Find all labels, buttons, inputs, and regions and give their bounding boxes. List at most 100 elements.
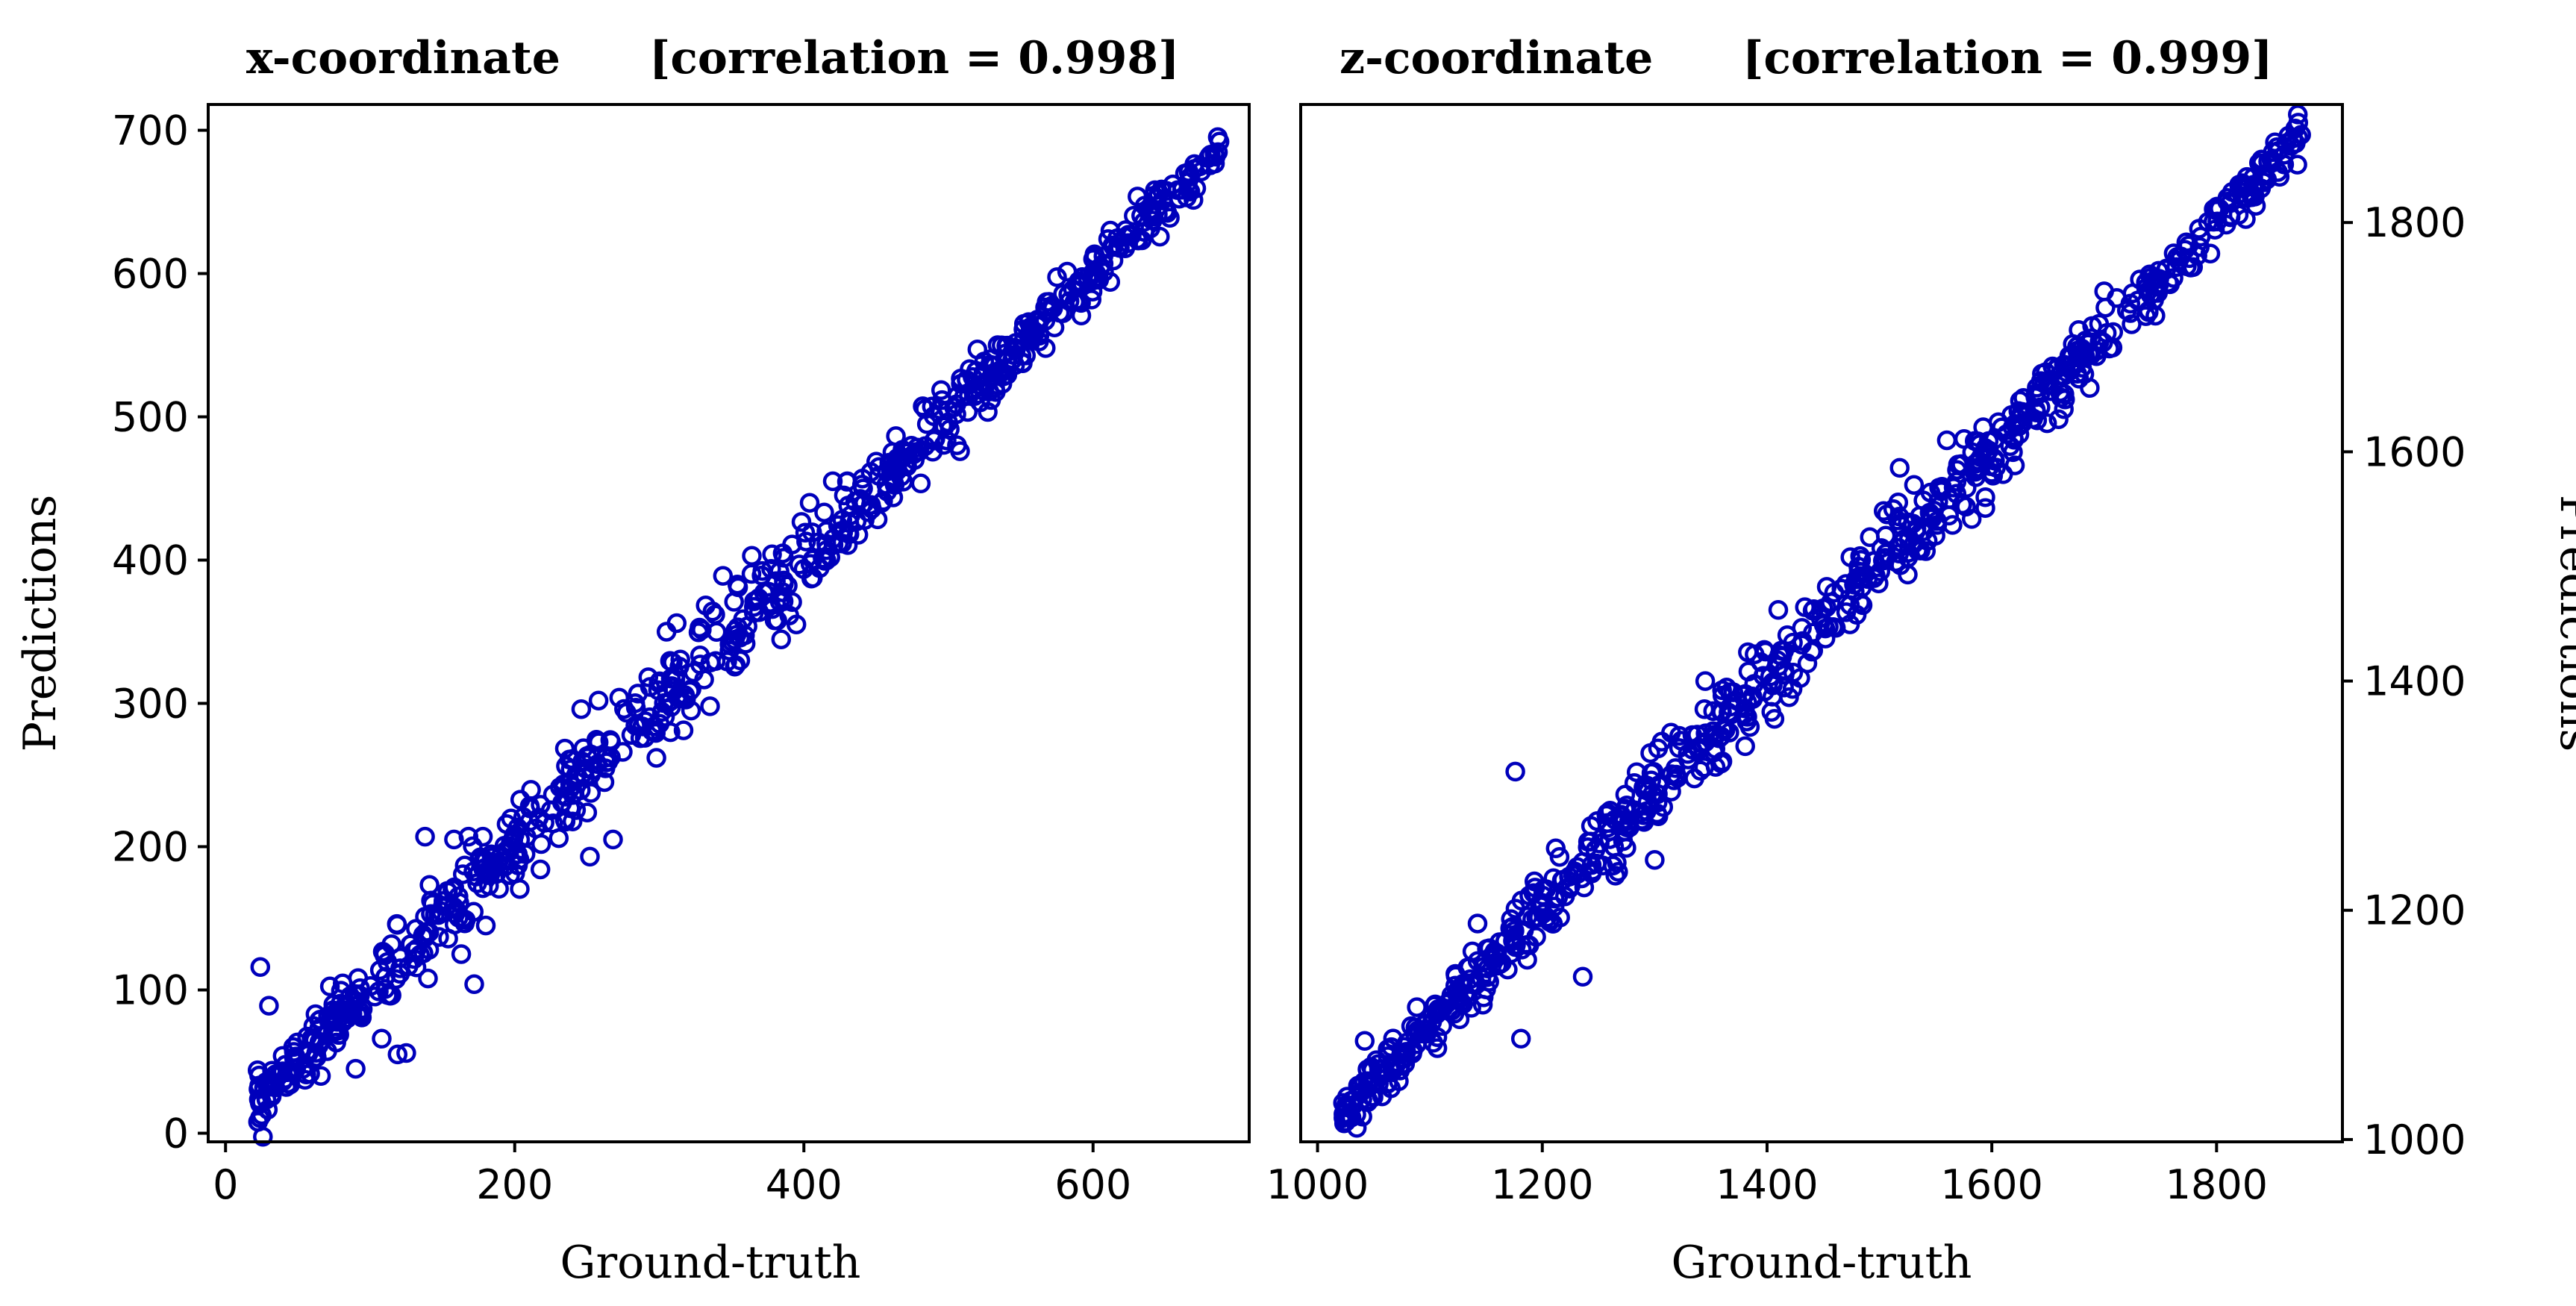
scatter-point xyxy=(725,654,746,675)
scatter-point xyxy=(2285,119,2306,139)
scatter-point xyxy=(416,922,437,942)
scatter-points xyxy=(1333,104,2311,1138)
scatter-point xyxy=(1736,711,1757,731)
scatter-point xyxy=(2251,149,2272,169)
scatter-point xyxy=(262,1076,282,1097)
scatter-point xyxy=(1037,300,1057,321)
scatter-point xyxy=(1815,628,1836,649)
scatter-point xyxy=(1661,781,1681,802)
scatter-point xyxy=(387,913,407,934)
scatter-point xyxy=(1357,1059,1378,1080)
scatter-point xyxy=(673,720,694,740)
scatter-point xyxy=(1505,761,1525,782)
scatter-point xyxy=(866,452,887,472)
scatter-point xyxy=(661,696,681,717)
scatter-point xyxy=(1790,668,1810,688)
scatter-point xyxy=(774,570,794,591)
plot-frame xyxy=(1299,103,2344,1143)
scatter-point xyxy=(1479,938,1500,958)
scatter-point xyxy=(644,716,664,737)
y-tick-label: 1000 xyxy=(2363,1116,2466,1163)
scatter-point xyxy=(1431,999,1451,1019)
scatter-point xyxy=(571,699,592,719)
x-tick-label: 1800 xyxy=(2166,1161,2268,1208)
scatter-point xyxy=(1510,1028,1531,1049)
y-tick-label: 1600 xyxy=(2363,428,2466,475)
scatter-point xyxy=(2017,402,2037,423)
scatter-point xyxy=(2136,306,2156,326)
scatter-point xyxy=(2158,272,2179,293)
scatter-point xyxy=(1152,190,1173,210)
scatter-point xyxy=(2042,356,2063,377)
scatter-point xyxy=(1712,680,1732,701)
scatter-point xyxy=(1572,966,1593,987)
scatter-point xyxy=(1850,546,1870,566)
scatter-point xyxy=(2265,132,2285,152)
scatter-point xyxy=(530,859,551,880)
scatter-point xyxy=(803,567,823,588)
scatter-point xyxy=(381,934,401,954)
scatter-point xyxy=(1816,597,1836,618)
scatter-point xyxy=(1005,340,1026,360)
y-tick-label: 0 xyxy=(163,1110,189,1157)
scatter-point xyxy=(1505,899,1526,919)
scatter-point xyxy=(814,502,834,522)
scatter-point xyxy=(1572,852,1593,872)
scatter-point xyxy=(1985,451,2005,471)
scatter-point xyxy=(828,515,848,536)
scatter-point xyxy=(418,968,438,989)
scatter-point xyxy=(1871,538,1892,558)
scatter-point xyxy=(860,462,881,482)
scatter-point xyxy=(467,873,487,893)
scatter-point xyxy=(1378,1039,1398,1060)
x-tick-label: 400 xyxy=(766,1161,842,1208)
y-axis-label: Predictions xyxy=(14,495,66,752)
scatter-point xyxy=(555,811,576,832)
scatter-point xyxy=(1754,640,1775,660)
scatter-point xyxy=(1405,1024,1425,1044)
scatter-point xyxy=(1536,907,1557,928)
scatter-point xyxy=(347,1005,368,1025)
scatter-point xyxy=(2051,387,2072,407)
scatter-point xyxy=(670,649,690,669)
scatter-point xyxy=(2200,243,2221,263)
x-axis: 1000 1200 1400 1600 1800 xyxy=(1266,1142,2268,1208)
x-tick-label: 600 xyxy=(1054,1161,1131,1208)
scatter-point xyxy=(2095,297,2116,318)
scatter-point xyxy=(1476,979,1496,999)
scatter-point xyxy=(554,738,575,759)
scatter-point xyxy=(881,460,901,480)
scatter-point xyxy=(1047,267,1067,287)
scatter-point xyxy=(2167,247,2187,267)
scatter-point xyxy=(1921,504,1942,525)
scatter-point xyxy=(1694,757,1715,778)
scatter-point xyxy=(728,617,748,637)
scatter-point xyxy=(588,732,609,752)
scatter-point xyxy=(1505,937,1525,957)
scatter-point xyxy=(779,605,799,625)
scatter-point xyxy=(369,981,389,1002)
scatter-point xyxy=(634,728,655,748)
scatter-point xyxy=(464,974,484,995)
scatter-point xyxy=(415,826,435,847)
scatter-point xyxy=(1369,1063,1389,1084)
scatter-point xyxy=(1753,666,1774,686)
scatter-point xyxy=(310,1066,331,1086)
scatter-point xyxy=(1898,564,1918,585)
scatter-point xyxy=(1369,1074,1389,1094)
scatter-point xyxy=(967,340,988,360)
y-tick-label: 600 xyxy=(112,251,189,298)
scatter-point xyxy=(2257,169,2278,190)
scatter-point xyxy=(472,878,493,899)
scatter-point xyxy=(406,919,426,939)
scatter-point xyxy=(638,667,659,687)
scatter-point xyxy=(1648,793,1668,813)
scatter-point xyxy=(380,985,401,1006)
scatter-point xyxy=(1207,127,1228,147)
scatter-point xyxy=(932,416,953,436)
scatter-point xyxy=(1088,267,1109,287)
scatter-point xyxy=(840,505,861,525)
scatter-point xyxy=(496,813,517,834)
x-axis: 0 200 400 600 xyxy=(213,1142,1131,1208)
